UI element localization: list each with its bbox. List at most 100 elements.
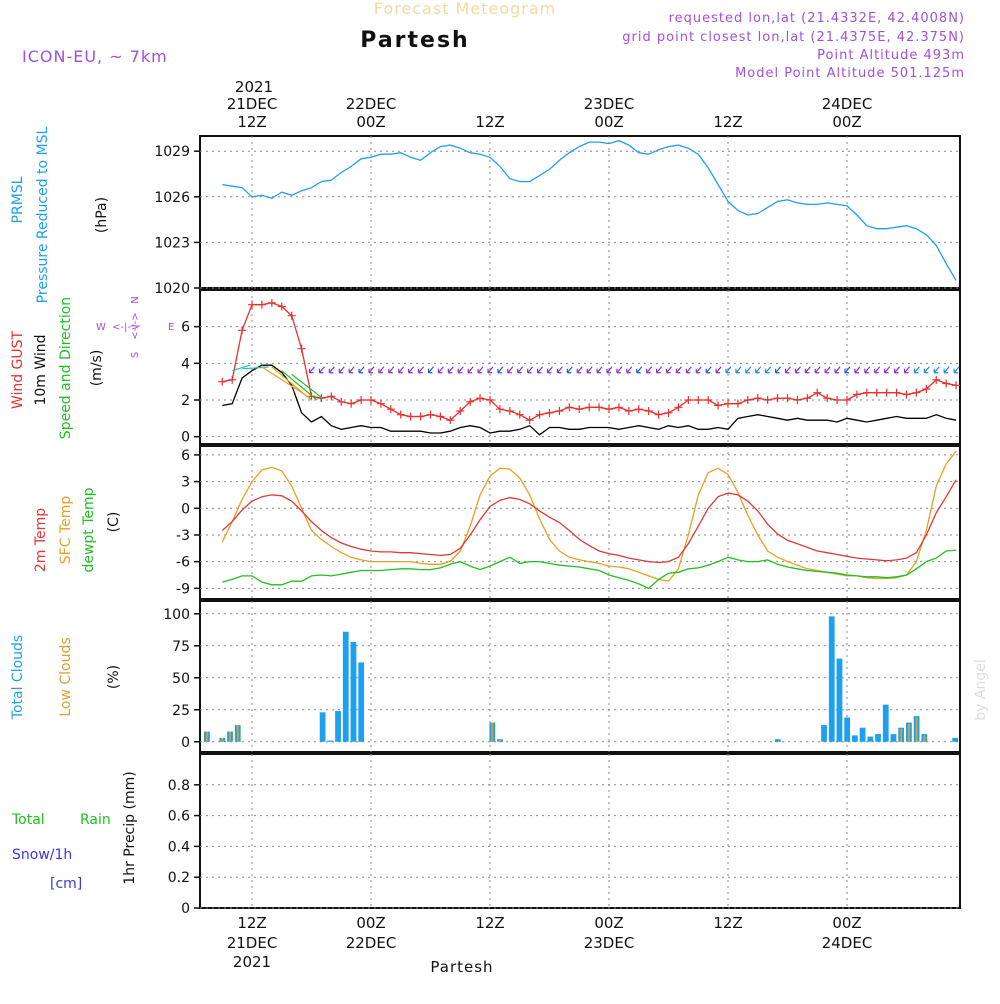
dewpt-line bbox=[222, 549, 957, 590]
wind-dir-arrow bbox=[507, 366, 514, 374]
bottom-year-label: 2021 bbox=[233, 953, 271, 971]
wind-dir-arrow bbox=[398, 366, 405, 374]
temp-tick-label: 0 bbox=[181, 501, 190, 517]
gust-marker bbox=[634, 405, 643, 414]
rain-label: Rain bbox=[80, 812, 111, 828]
clouds-tick-label: 25 bbox=[172, 703, 190, 719]
wind-dir-arrow bbox=[715, 366, 722, 374]
wind-dir-arrow bbox=[685, 366, 692, 374]
gust-marker bbox=[823, 394, 832, 403]
sfc-temp-label: SFC Temp bbox=[58, 496, 74, 565]
pressure-tick-label: 1029 bbox=[154, 144, 190, 160]
wind-dir-arrow bbox=[408, 366, 415, 374]
low-cloud-bar bbox=[221, 737, 224, 742]
low-clouds-label: Low Clouds bbox=[58, 637, 74, 716]
wind-dir-arrow bbox=[834, 366, 841, 374]
wind-dir-label: Speed and Direction bbox=[58, 297, 74, 439]
gust-marker bbox=[505, 407, 514, 415]
gust-marker bbox=[257, 300, 266, 309]
clouds-panel: 0 25 50 75 100 bbox=[163, 600, 961, 753]
wind-dir-arrow bbox=[378, 366, 385, 374]
wind-dir-arrow bbox=[427, 366, 434, 374]
wind-dir-arrow bbox=[665, 366, 672, 374]
wind-dir-arrow bbox=[388, 366, 395, 374]
wind-dir-arrow bbox=[844, 366, 851, 374]
total-cloud-bar bbox=[882, 704, 889, 742]
total-clouds-label: Total Clouds bbox=[10, 635, 26, 720]
gust-marker bbox=[664, 408, 673, 417]
wind-dir-arrow bbox=[368, 366, 375, 374]
gust-marker bbox=[833, 396, 842, 404]
bottom-hour-label: 12Z bbox=[713, 914, 742, 932]
temp-frame bbox=[199, 445, 961, 600]
wind-tick-label: 0 bbox=[181, 430, 190, 446]
gust-marker bbox=[773, 394, 782, 403]
model-label: ICON-EU, ~ 7km bbox=[22, 47, 168, 66]
wind-dir-arrow bbox=[606, 366, 613, 374]
pressure-tick-label: 1023 bbox=[154, 235, 190, 251]
gust-marker bbox=[912, 388, 921, 397]
gust-marker bbox=[605, 405, 613, 414]
compass-vert: <-|-> bbox=[130, 312, 141, 339]
low-cloud-bar bbox=[236, 725, 239, 742]
bottom-hour-label: 12Z bbox=[237, 914, 266, 932]
gust-marker bbox=[238, 326, 247, 335]
pressure-tick-label: 1020 bbox=[154, 281, 190, 297]
total-cloud-bar bbox=[836, 658, 843, 742]
snow-unit-label: [cm] bbox=[50, 876, 82, 892]
top-hour-label: 00Z bbox=[832, 113, 861, 131]
low-cloud-bar bbox=[915, 717, 918, 742]
gust-marker bbox=[724, 399, 732, 408]
chart-title: Forecast Meteogram bbox=[374, 0, 556, 18]
top-hour-label: 12Z bbox=[237, 113, 266, 131]
dewpt-label: dewpt Temp bbox=[81, 487, 97, 572]
gust-marker bbox=[565, 403, 574, 412]
gust-marker bbox=[852, 390, 861, 399]
wind-dir-arrow bbox=[814, 366, 821, 374]
gust-marker bbox=[327, 392, 336, 401]
gust-marker bbox=[416, 412, 425, 421]
precip-tick-label: 0.4 bbox=[168, 839, 190, 855]
wind-dir-arrow bbox=[725, 366, 732, 374]
wind-dir-arrow bbox=[348, 366, 355, 374]
temp2m-line bbox=[221, 479, 957, 564]
low-cloud-bar bbox=[229, 731, 231, 742]
low-cloud-bar bbox=[907, 723, 910, 742]
gust-label: Wind GUST bbox=[10, 330, 26, 409]
wind-unit: (m/s) bbox=[89, 350, 105, 387]
gust-marker bbox=[406, 412, 415, 421]
gust-marker bbox=[882, 388, 891, 397]
wind-dir-arrow bbox=[903, 366, 910, 374]
gust-marker bbox=[277, 302, 286, 311]
gust-marker bbox=[525, 416, 534, 425]
gust-marker bbox=[367, 396, 375, 404]
compass-w: W bbox=[96, 322, 106, 333]
wind-dir-arrow bbox=[884, 366, 891, 374]
gust-marker bbox=[337, 397, 346, 406]
wind-dir-arrow bbox=[804, 366, 811, 374]
wind-dir-arrow bbox=[556, 366, 563, 374]
low-cloud-bar bbox=[205, 731, 208, 742]
gust-marker bbox=[952, 381, 961, 390]
wind-dir-arrow bbox=[447, 366, 454, 374]
wind-labels: Wind GUST 10m Wind Speed and Direction (… bbox=[10, 296, 174, 439]
gust-marker bbox=[347, 399, 356, 408]
low-cloud-bar bbox=[923, 735, 926, 742]
total-cloud-bar bbox=[828, 616, 835, 742]
total-cloud-bar bbox=[342, 631, 349, 742]
wind-dir-arrow bbox=[943, 366, 950, 374]
wind-dir-arrow bbox=[437, 366, 444, 374]
gust-marker bbox=[753, 394, 762, 403]
gust-marker bbox=[763, 396, 772, 404]
precip-frame bbox=[199, 753, 961, 909]
wind-dir-arrow bbox=[923, 366, 930, 374]
temp2m-label: 2m Temp bbox=[33, 508, 49, 572]
wind-dir-arrow bbox=[655, 366, 663, 374]
gust-marker bbox=[426, 410, 435, 419]
gust-marker bbox=[575, 405, 584, 414]
temp-tick-label: -9 bbox=[176, 581, 190, 597]
wind-dir-arrow bbox=[765, 366, 772, 374]
gust-marker bbox=[644, 407, 653, 415]
wind-dir-arrow bbox=[755, 366, 762, 374]
gust-marker bbox=[694, 396, 703, 404]
